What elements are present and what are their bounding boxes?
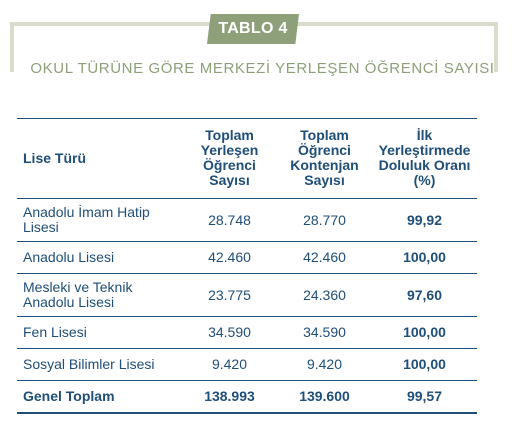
cell-rate: 100,00 bbox=[372, 241, 477, 274]
total-row: Genel Toplam 138.993 139.600 99,57 bbox=[17, 380, 477, 414]
cell-placed: 28.748 bbox=[182, 198, 277, 242]
cell-quota: 42.460 bbox=[277, 241, 372, 274]
table-row: Anadolu Lisesi 42.460 42.460 100,00 bbox=[17, 241, 477, 274]
header-type: Lise Türü bbox=[17, 118, 182, 199]
header-quota-line: Öğrenci bbox=[298, 142, 351, 158]
header-quota-line: Toplam bbox=[300, 127, 349, 143]
header-placed-line: Toplam bbox=[205, 127, 254, 143]
cell-placed: 23.775 bbox=[182, 273, 277, 317]
cell-type: Fen Lisesi bbox=[17, 316, 182, 349]
table-row: Fen Lisesi 34.590 34.590 100,00 bbox=[17, 316, 477, 349]
total-placed: 138.993 bbox=[182, 380, 277, 414]
cell-rate: 100,00 bbox=[372, 348, 477, 381]
cell-quota: 24.360 bbox=[277, 273, 372, 317]
header-rate-line: Yerleştirmede bbox=[378, 142, 471, 158]
cell-type-line: Lisesi bbox=[23, 219, 59, 235]
cell-placed: 42.460 bbox=[182, 241, 277, 274]
total-rate: 99,57 bbox=[372, 380, 477, 414]
cell-type: Anadolu İmam Hatip Lisesi bbox=[17, 198, 182, 242]
cell-type-line: Anadolu İmam Hatip bbox=[23, 204, 150, 220]
total-label: Genel Toplam bbox=[17, 380, 182, 414]
cell-rate: 100,00 bbox=[372, 316, 477, 349]
header-quota-line: Sayısı bbox=[304, 172, 345, 188]
total-quota: 139.600 bbox=[277, 380, 372, 414]
header-quota: Toplam Öğrenci Kontenjan Sayısı bbox=[277, 118, 372, 199]
cell-quota: 34.590 bbox=[277, 316, 372, 349]
header-row: Lise Türü Toplam Yerleşen Öğrenci Sayısı… bbox=[17, 118, 477, 199]
table-row: Sosyal Bilimler Lisesi 9.420 9.420 100,0… bbox=[17, 348, 477, 381]
cell-type: Mesleki ve Teknik Anadolu Lisesi bbox=[17, 273, 182, 317]
header-rate-line: Doluluk Oranı bbox=[378, 157, 471, 173]
cell-type-line: Mesleki ve Teknik bbox=[23, 279, 133, 295]
table-subtitle: OKUL TÜRÜNE GÖRE MERKEZİ YERLEŞEN ÖĞRENC… bbox=[30, 60, 495, 77]
header-placed-line: Sayısı bbox=[209, 172, 250, 188]
cell-placed: 9.420 bbox=[182, 348, 277, 381]
data-table: Lise Türü Toplam Yerleşen Öğrenci Sayısı… bbox=[17, 118, 477, 414]
header-rate-line: İlk bbox=[416, 127, 433, 143]
header-placed: Toplam Yerleşen Öğrenci Sayısı bbox=[182, 118, 277, 199]
cell-placed: 34.590 bbox=[182, 316, 277, 349]
cell-type: Sosyal Bilimler Lisesi bbox=[17, 348, 182, 381]
header-rate: İlk Yerleştirmede Doluluk Oranı (%) bbox=[372, 118, 477, 199]
cell-type-line: Anadolu Lisesi bbox=[23, 294, 115, 310]
cell-rate: 97,60 bbox=[372, 273, 477, 317]
header-placed-line: Öğrenci bbox=[203, 157, 256, 173]
header-quota-line: Kontenjan bbox=[290, 157, 359, 173]
header-placed-line: Yerleşen bbox=[200, 142, 259, 158]
table-row: Anadolu İmam Hatip Lisesi 28.748 28.770 … bbox=[17, 198, 477, 242]
cell-quota: 9.420 bbox=[277, 348, 372, 381]
cell-quota: 28.770 bbox=[277, 198, 372, 242]
header-rate-line: (%) bbox=[413, 172, 436, 188]
cell-type: Anadolu Lisesi bbox=[17, 241, 182, 274]
table-row: Mesleki ve Teknik Anadolu Lisesi 23.775 … bbox=[17, 273, 477, 317]
cell-rate: 99,92 bbox=[372, 198, 477, 242]
table-badge: TABLO 4 bbox=[207, 14, 299, 44]
